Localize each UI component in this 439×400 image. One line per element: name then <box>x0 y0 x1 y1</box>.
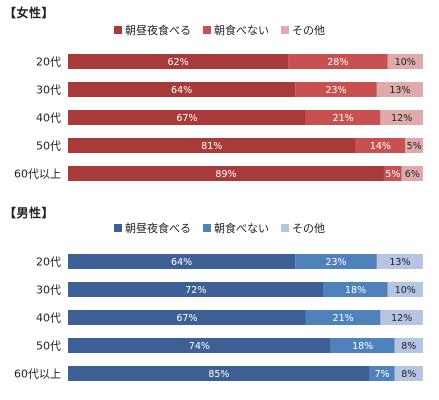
male-data-label: 13% <box>389 257 410 268</box>
male-bar-segment <box>323 282 388 297</box>
female-bar-segment <box>355 138 406 153</box>
male-category-label: 60代以上 <box>14 368 61 381</box>
female-bar-segment <box>387 54 423 69</box>
male-data-label: 12% <box>391 313 412 324</box>
male-bar-segment <box>305 310 381 325</box>
male-legend: 朝昼夜食べる 朝食べない その他 <box>0 220 439 236</box>
legend-swatch <box>203 224 211 232</box>
legend-label: 朝昼夜食べる <box>125 222 191 235</box>
male-data-label: 18% <box>352 341 373 352</box>
male-bar-segment <box>68 366 370 381</box>
female-bar-segment <box>405 138 423 153</box>
male-bar-segment <box>68 310 306 325</box>
male-bar-segment <box>68 254 296 269</box>
male-bar-segment <box>394 338 423 353</box>
female-data-label: 89% <box>215 169 236 180</box>
male-bar-segment <box>68 338 331 353</box>
female-data-label: 10% <box>395 57 416 68</box>
male-data-label: 67% <box>176 313 197 324</box>
legend-label: 朝昼夜食べる <box>125 24 191 37</box>
legend-label: その他 <box>292 24 325 37</box>
legend-swatch <box>114 26 122 34</box>
male-data-label: 18% <box>345 285 366 296</box>
male-bar-segment <box>376 254 423 269</box>
female-bar-segment <box>383 166 402 181</box>
female-data-label: 62% <box>167 57 188 68</box>
female-legend: 朝昼夜食べる 朝食べない その他 <box>0 22 439 38</box>
female-bar-segment <box>305 110 381 125</box>
female-category-label: 40代 <box>36 112 61 125</box>
female-legend-item-skip-breakfast: 朝食べない <box>203 22 269 38</box>
female-category-label: 60代以上 <box>14 168 61 181</box>
male-bar-segment <box>380 310 423 325</box>
legend-label: 朝食べない <box>214 24 269 37</box>
male-category-label: 40代 <box>36 312 61 325</box>
female-data-label: 12% <box>391 113 412 124</box>
male-bar-segment <box>369 366 395 381</box>
male-bar-segment <box>330 338 395 353</box>
female-data-label: 64% <box>171 85 192 96</box>
female-data-label: 23% <box>325 85 346 96</box>
female-data-label: 21% <box>333 113 354 124</box>
female-bar-segment <box>68 54 289 69</box>
female-legend-item-other: その他 <box>281 22 325 38</box>
male-category-label: 20代 <box>36 256 61 269</box>
female-data-label: 6% <box>405 169 420 180</box>
female-chart-panel: 【女性】 朝昼夜食べる 朝食べない その他 20代 62% 28% 10% 30代 64%… <box>0 0 439 196</box>
legend-swatch <box>203 26 211 34</box>
male-stacked-bar-chart: 20代 64% 23% 13% 30代 72% 18% 10% 40代 67% 21% 12% 50代 7… <box>14 254 423 381</box>
female-bar-segment <box>401 166 423 181</box>
female-bar-segment <box>68 166 384 181</box>
male-legend-item-skip-breakfast: 朝食べない <box>203 220 269 236</box>
legend-swatch <box>281 26 289 34</box>
male-data-label: 85% <box>208 369 229 380</box>
female-bar-segment <box>288 54 388 69</box>
legend-swatch <box>281 224 289 232</box>
female-category-label: 30代 <box>36 84 61 97</box>
male-data-label: 74% <box>189 341 210 352</box>
legend-label: その他 <box>292 222 325 235</box>
female-data-label: 5% <box>385 169 400 180</box>
female-legend-item-all-meals: 朝昼夜食べる <box>114 22 191 38</box>
female-data-label: 14% <box>370 141 391 152</box>
male-chart-panel: 【男性】 朝昼夜食べる 朝食べない その他 20代 64% 23% 13% 30代 72%… <box>0 200 439 400</box>
legend-swatch <box>114 224 122 232</box>
male-data-label: 10% <box>395 285 416 296</box>
female-bar-segment <box>295 82 377 97</box>
female-bar-segment <box>68 110 306 125</box>
female-stacked-bar-chart: 20代 62% 28% 10% 30代 64% 23% 13% 40代 67% 21% 12% 50代 8… <box>14 54 423 181</box>
male-data-label: 64% <box>171 257 192 268</box>
female-category-label: 50代 <box>36 140 61 153</box>
female-data-label: 13% <box>389 85 410 96</box>
male-legend-item-all-meals: 朝昼夜食べる <box>114 220 191 236</box>
male-data-label: 72% <box>185 285 206 296</box>
male-bar-segment <box>394 366 423 381</box>
male-bar-segment <box>68 282 324 297</box>
female-data-label: 81% <box>201 141 222 152</box>
male-data-label: 8% <box>401 341 416 352</box>
female-chart-title: 【女性】 <box>4 6 55 20</box>
female-bar-segment <box>68 138 356 153</box>
male-category-label: 30代 <box>36 284 61 297</box>
male-chart-title: 【男性】 <box>4 206 55 220</box>
female-category-label: 20代 <box>36 56 61 69</box>
female-data-label: 5% <box>407 141 422 152</box>
female-data-label: 28% <box>327 57 348 68</box>
male-bar-segment <box>387 282 423 297</box>
female-data-label: 67% <box>176 113 197 124</box>
female-bar-segment <box>376 82 423 97</box>
female-bar-segment <box>380 110 423 125</box>
male-category-label: 50代 <box>36 340 61 353</box>
male-data-label: 21% <box>333 313 354 324</box>
male-data-label: 7% <box>375 369 390 380</box>
female-bar-segment <box>68 82 296 97</box>
legend-label: 朝食べない <box>214 222 269 235</box>
male-data-label: 8% <box>401 369 416 380</box>
male-legend-item-other: その他 <box>281 220 325 236</box>
male-bar-segment <box>295 254 377 269</box>
male-data-label: 23% <box>325 257 346 268</box>
